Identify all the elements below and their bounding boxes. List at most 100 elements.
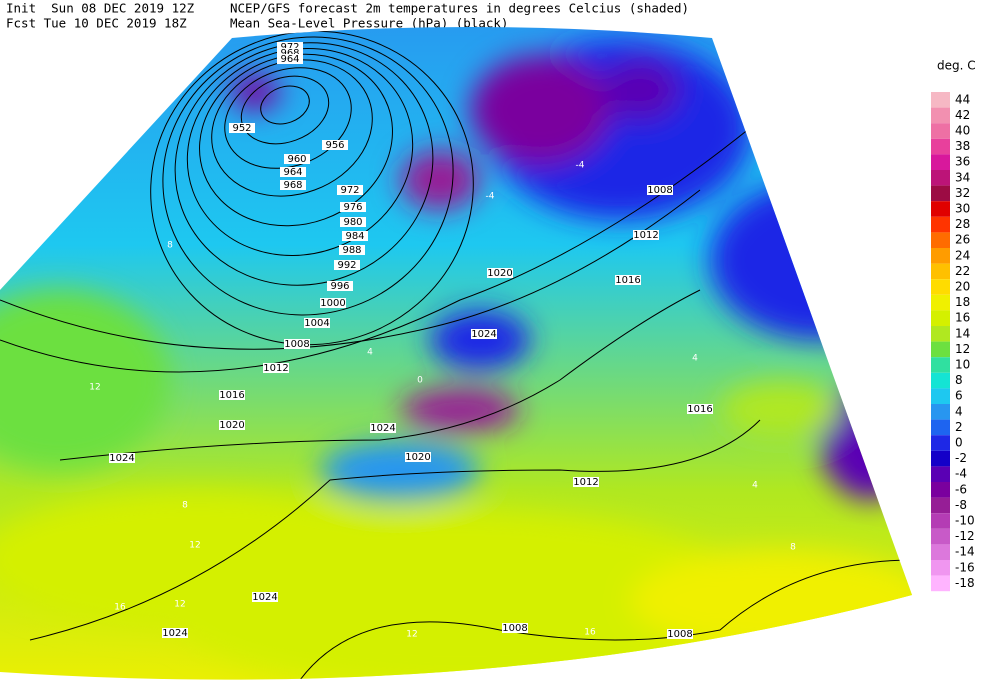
isobar-label: 1012	[573, 477, 598, 488]
isobar-label-bg	[340, 217, 366, 227]
init-time: Init Sun 08 DEC 2019 12Z	[6, 1, 195, 16]
isobar-label-bg	[219, 390, 245, 400]
legend-label: -10	[955, 514, 975, 528]
temperature-label: 4	[752, 481, 758, 491]
isobar-label-bg	[340, 202, 366, 212]
legend-swatch	[931, 466, 950, 482]
legend-label: 20	[955, 280, 970, 294]
legend-swatch	[931, 138, 950, 155]
isobar-label-bg	[320, 298, 346, 308]
legend-label: 22	[955, 264, 970, 278]
legend-swatch	[931, 450, 950, 467]
temperature-label: 16	[584, 628, 596, 638]
legend-swatch	[931, 201, 950, 217]
isobar-label: 960	[287, 154, 306, 165]
temperature-label: 8	[167, 241, 173, 251]
isobar-label: 992	[337, 260, 356, 271]
legend-swatch	[931, 575, 950, 592]
legend-swatch	[931, 528, 950, 545]
isobar-label: 1020	[487, 268, 512, 279]
isobar-label: 1024	[471, 329, 496, 340]
legend-swatch	[931, 404, 950, 420]
isobar-label-bg	[229, 123, 255, 133]
legend-label: 4	[955, 404, 963, 418]
temperature-label: 12	[406, 630, 417, 640]
legend-swatch	[931, 326, 950, 342]
isobar-label-bg	[280, 167, 306, 177]
isobar-label: 1012	[633, 230, 658, 241]
isobar-label: 1004	[304, 318, 329, 329]
isobar-label-bg	[304, 318, 330, 328]
isobar-label: 984	[345, 231, 364, 242]
isobar-label: 1000	[320, 298, 345, 309]
isobar-label: 1024	[109, 453, 134, 464]
legend-label: 36	[955, 155, 970, 169]
legend-label: -12	[955, 529, 975, 543]
isobar-label-bg	[471, 329, 497, 339]
legend-label: 34	[955, 170, 970, 184]
legend-label: 42	[955, 108, 970, 122]
isobar-label-bg	[667, 629, 693, 639]
isobar-label: 1008	[284, 339, 309, 350]
legend-swatch	[931, 357, 950, 373]
legend-label: 8	[955, 373, 963, 387]
isobar-label: 1020	[405, 452, 430, 463]
isobar-label: 964	[280, 54, 299, 65]
legend-label: 16	[955, 311, 970, 325]
legend-label: 12	[955, 342, 970, 356]
temperature-label: 4	[692, 354, 698, 364]
legend-label: -18	[955, 576, 975, 590]
isobar-label: 980	[343, 217, 362, 228]
isobar-label: 1016	[219, 390, 244, 401]
legend-label: 18	[955, 295, 970, 309]
legend-swatch	[931, 263, 950, 280]
isobar-label: 1024	[252, 592, 277, 603]
legend-swatch	[931, 372, 950, 389]
legend-label: 24	[955, 248, 970, 262]
isobar-label-bg	[284, 154, 310, 164]
map-title: NCEP/GFS forecast 2m temperatures in deg…	[230, 1, 689, 16]
legend-label: 10	[955, 358, 970, 372]
legend-label: 0	[955, 436, 963, 450]
legend-swatch	[931, 482, 950, 498]
isobar-label-bg	[339, 245, 365, 255]
legend-label: 44	[955, 92, 970, 106]
legend-swatch	[931, 310, 950, 326]
isobar-label: 1024	[370, 423, 395, 434]
temperature-label: 0	[812, 201, 818, 211]
legend-label: 38	[955, 139, 970, 153]
temperature-label: 0	[417, 376, 423, 386]
legend-label: 28	[955, 217, 970, 231]
isobar-label: 964	[283, 167, 302, 178]
isobar-label-bg	[342, 231, 368, 241]
legend-swatch	[931, 216, 950, 233]
isobar-label-bg	[647, 185, 673, 195]
isobar-label: 1008	[647, 185, 672, 196]
isobar-label: 1008	[667, 629, 692, 640]
legend-swatch	[931, 544, 950, 560]
isobar-label: 976	[343, 202, 362, 213]
isobar-label: 952	[232, 123, 251, 134]
isobar-label-bg	[633, 230, 659, 240]
isobar-label-bg	[615, 275, 641, 285]
temperature-label: 12	[189, 541, 200, 551]
legend-swatch	[931, 170, 950, 186]
legend-swatch	[931, 560, 950, 576]
isobar-label-bg	[162, 628, 188, 638]
isobar-label: 968	[283, 180, 302, 191]
isobar-label-bg	[487, 268, 513, 278]
isobar-label-bg	[277, 48, 303, 58]
legend: 4442403836343230282624222018161412108642…	[931, 92, 975, 592]
isobar-label-bg	[263, 363, 289, 373]
legend-swatch	[931, 341, 950, 358]
temperature-label: 8	[790, 543, 796, 553]
isobar-label-bg	[502, 623, 528, 633]
legend-swatch	[931, 388, 950, 404]
legend-label: -2	[955, 451, 967, 465]
isobar-label-bg	[322, 140, 348, 150]
legend-swatch	[931, 248, 950, 264]
isobar-label: 956	[325, 140, 344, 151]
legend-label: 14	[955, 326, 970, 340]
